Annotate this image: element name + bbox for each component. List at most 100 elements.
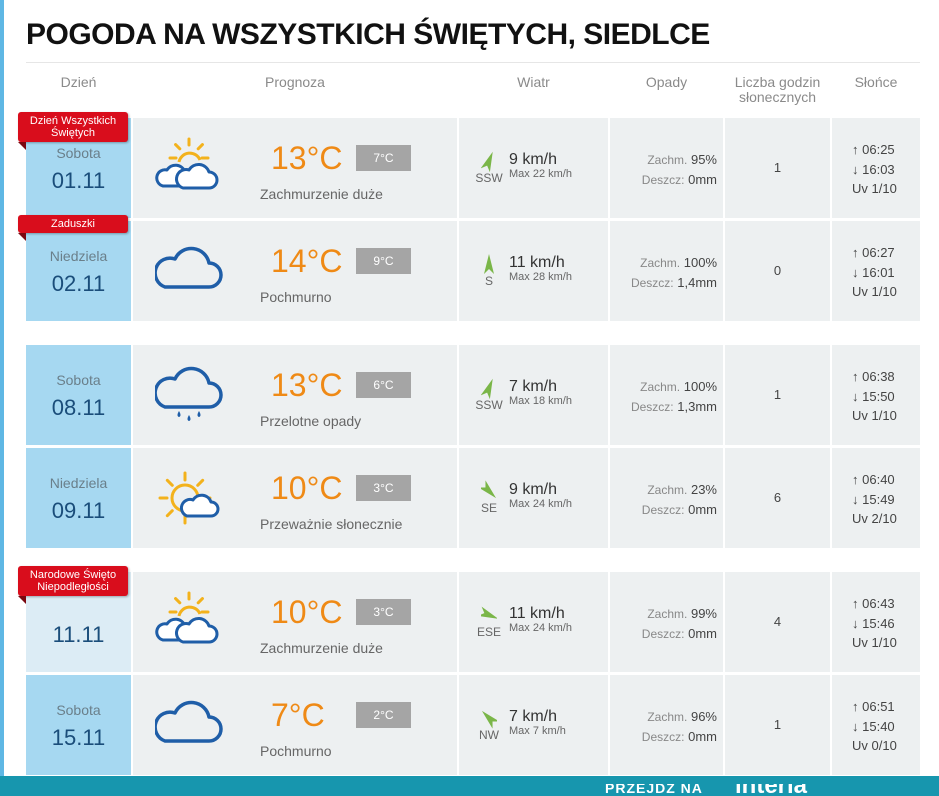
rain-line: Deszcz: 0mm: [612, 729, 717, 744]
sunrise-icon: ↑: [852, 245, 859, 260]
temperature: 7°C: [271, 697, 325, 733]
header-forecast: Prognoza: [265, 74, 325, 90]
sunrise-time: 06:27: [862, 245, 895, 260]
cloud-icon: [153, 693, 223, 757]
sun-cell: ↑ 06:43 ↓ 15:46 Uv 1/10: [832, 572, 920, 672]
sunrise-time: 06:25: [862, 142, 895, 157]
day-name: Niedziela: [49, 475, 108, 491]
wind-direction-arrow-icon: [477, 604, 499, 626]
cloud-cover-line: Zachm. 100%: [612, 255, 717, 270]
cloud-cover-line: Zachm. 99%: [612, 606, 717, 621]
rain-value: 1,3mm: [677, 399, 717, 414]
min-temperature-badge: 3°C: [356, 475, 411, 501]
sunrise-icon: ↑: [852, 369, 859, 384]
precip-cell: Zachm. 96% Deszcz: 0mm: [610, 675, 723, 775]
day-cell: Zaduszki Niedziela 02.11: [18, 215, 131, 321]
sunset-icon: ↓: [852, 162, 859, 177]
wind-max: Max 7 km/h: [509, 725, 566, 737]
sunrise-time: 06:43: [862, 596, 895, 611]
precip-cell: Zachm. 100% Deszcz: 1,3mm: [610, 345, 723, 445]
sunset-line: ↓ 15:49: [852, 492, 895, 507]
rain-label: Deszcz:: [641, 730, 685, 744]
promo-banner[interactable]: PRZEJDŹ NA interia: [575, 784, 935, 796]
sunrise-time: 06:38: [862, 369, 895, 384]
sunrise-icon: ↑: [852, 699, 859, 714]
rain-line: Deszcz: 1,3mm: [612, 399, 717, 414]
sun-cell: ↑ 06:51 ↓ 15:40 Uv 0/10: [832, 675, 920, 775]
sun-hours-cell: 1: [725, 675, 830, 775]
cloud-label: Zachm.: [647, 153, 688, 167]
wind-speed: 9 km/h: [509, 151, 558, 168]
cloud-value: 99%: [690, 606, 717, 621]
wind-direction: SSW: [475, 398, 503, 412]
sun-cell: ↑ 06:25 ↓ 16:03 Uv 1/10: [832, 118, 920, 218]
cloud-cover-line: Zachm. 96%: [612, 709, 717, 724]
cloud-cover-line: Zachm. 95%: [612, 152, 717, 167]
table-row[interactable]: Dzień Wszystkich Świętych Sobota 01.11 1…: [18, 112, 920, 218]
forecast-cell: 13°C 7°C Zachmurzenie duże: [133, 118, 457, 218]
wind-cell: SSW 7 km/h Max 18 km/h: [459, 345, 608, 445]
wind-cell: NW 7 km/h Max 7 km/h: [459, 675, 608, 775]
table-row[interactable]: Sobota 08.11 13°C 6°C Przelotne opady SS…: [26, 345, 920, 445]
sunset-icon: ↓: [852, 389, 859, 404]
sunset-time: 16:01: [862, 265, 895, 280]
wind-speed: 9 km/h: [509, 481, 558, 498]
wind-speed: 11 km/h: [509, 254, 565, 271]
sun-hours-cell: 1: [725, 345, 830, 445]
left-accent-strip: [0, 0, 4, 796]
day-name: Sobota: [56, 372, 101, 388]
precip-cell: Zachm. 95% Deszcz: 0mm: [610, 118, 723, 218]
sunset-icon: ↓: [852, 492, 859, 507]
bottom-promo-bar[interactable]: [0, 776, 939, 796]
header-wind: Wiatr: [517, 74, 550, 90]
sunrise-line: ↑ 06:38: [852, 369, 895, 384]
wind-direction: ESE: [476, 625, 501, 639]
day-name: Sobota: [56, 702, 101, 718]
cloud-value: 95%: [690, 152, 717, 167]
wind-max: Max 18 km/h: [509, 395, 572, 407]
day-cell: Narodowe Święto Niepodległości 11.11: [18, 566, 131, 672]
sunrise-icon: ↑: [852, 472, 859, 487]
sunrise-line: ↑ 06:43: [852, 596, 895, 611]
wind-cell: ESE 11 km/h Max 24 km/h: [459, 572, 608, 672]
temperature: 14°C: [271, 243, 343, 279]
day-cell: Sobota 15.11: [26, 675, 131, 775]
uv-index: Uv 1/10: [852, 635, 897, 650]
cloud-value: 100%: [683, 379, 717, 394]
cloud-value: 23%: [690, 482, 717, 497]
weather-description: Przeważnie słonecznie: [260, 516, 403, 532]
sun-cloud-icon: [155, 136, 223, 200]
header-sun: Słońce: [854, 74, 898, 90]
sun-cloud-icon: [155, 590, 223, 654]
sun-hours-cell: 4: [725, 572, 830, 672]
wind-direction: NW: [479, 728, 499, 742]
holiday-banner: Narodowe Święto Niepodległości: [18, 566, 128, 604]
rain-value: 0mm: [688, 626, 717, 641]
uv-index: Uv 1/10: [852, 284, 897, 299]
table-row[interactable]: Niedziela 09.11 10°C 3°C Przeważnie słon…: [26, 448, 920, 548]
page-title: POGODA NA WSZYSTKICH ŚWIĘTYCH, SIEDLCE: [26, 18, 710, 51]
cloud-cover-line: Zachm. 23%: [612, 482, 717, 497]
day-cell: Niedziela 09.11: [26, 448, 131, 548]
cloud-label: Zachm.: [647, 607, 688, 621]
table-row[interactable]: Narodowe Święto Niepodległości 11.11 10°…: [18, 566, 920, 672]
promo-logo: interia: [735, 784, 807, 796]
sunrise-line: ↑ 06:40: [852, 472, 895, 487]
table-row[interactable]: Sobota 15.11 7°C 2°C Pochmurno NW 7 km/h…: [26, 675, 920, 775]
wind-cell: SSW 9 km/h Max 22 km/h: [459, 118, 608, 218]
rain-label: Deszcz:: [641, 173, 685, 187]
cloud-cover-line: Zachm. 100%: [612, 379, 717, 394]
sunset-line: ↓ 15:40: [852, 719, 895, 734]
sun-hours-cell: 6: [725, 448, 830, 548]
sunset-icon: ↓: [852, 265, 859, 280]
promo-text: PRZEJDŹ NA: [605, 784, 703, 796]
rain-value: 1,4mm: [677, 275, 717, 290]
day-name: Sobota: [56, 145, 101, 161]
forecast-cell: 10°C 3°C Przeważnie słonecznie: [133, 448, 457, 548]
sun-hours: 6: [773, 490, 782, 505]
holiday-banner: Zaduszki: [18, 215, 128, 241]
sunrise-line: ↑ 06:25: [852, 142, 895, 157]
day-name: Niedziela: [49, 248, 108, 264]
table-row[interactable]: Zaduszki Niedziela 02.11 14°C 9°C Pochmu…: [18, 215, 920, 321]
wind-direction-arrow-icon: [481, 707, 500, 729]
